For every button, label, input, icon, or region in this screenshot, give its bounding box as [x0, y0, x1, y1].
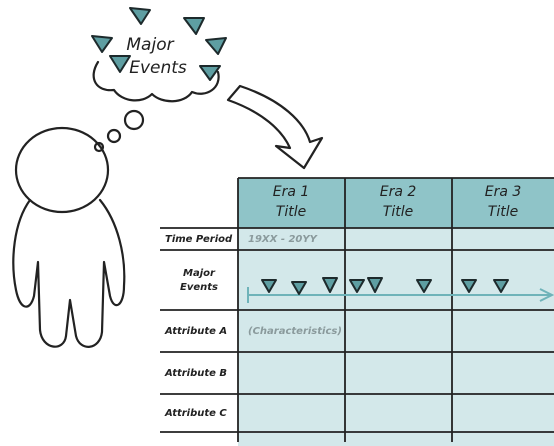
thought-cloud: Major Events — [91, 7, 227, 153]
timeline-head — [539, 288, 554, 302]
thought-text: Events — [129, 58, 187, 78]
column-header: Era 1 — [273, 184, 310, 200]
cell-note: 19XX - 20YY — [248, 234, 319, 245]
column-header: Title — [383, 204, 413, 220]
label-col — [160, 228, 238, 446]
arrow — [226, 84, 324, 170]
column-header: Title — [276, 204, 306, 220]
column-header: Era 3 — [485, 184, 522, 200]
cells-bg — [238, 228, 554, 446]
person — [12, 126, 126, 348]
row-label: Major — [183, 268, 216, 279]
row-label: Attribute B — [164, 368, 227, 379]
column-header: Title — [488, 204, 518, 220]
row-label: Time Period — [165, 234, 233, 245]
column-header: Era 2 — [380, 184, 417, 200]
cell-note: (Characteristics) — [248, 326, 342, 337]
header-bg — [238, 178, 554, 228]
table — [160, 177, 554, 446]
row-label: Attribute A — [164, 326, 227, 337]
thought-text: Major — [126, 35, 174, 55]
event-markers — [261, 277, 509, 295]
row-label: Attribute C — [164, 408, 227, 419]
row-label: Events — [180, 282, 218, 293]
